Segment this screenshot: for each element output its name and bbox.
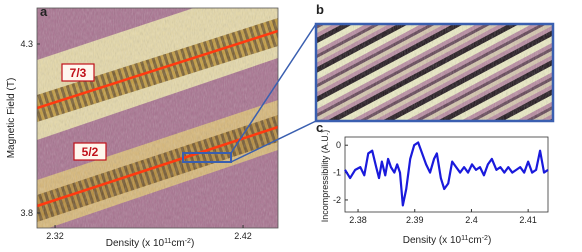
x-tick-label: 2.32 <box>46 231 64 241</box>
panel-label: a <box>40 4 48 19</box>
annotation: 7/3 <box>70 66 87 80</box>
x-axis-label: Density (x 1011cm-2) <box>403 235 492 247</box>
panel-label: b <box>316 2 324 17</box>
x-tick-label: 2.4 <box>465 215 478 225</box>
x-axis-label: Density (x 1011cm-2) <box>106 238 195 250</box>
y-tick-label: 4.3 <box>20 39 33 49</box>
x-tick-label: 2.42 <box>234 231 252 241</box>
x-tick-label: 2.41 <box>519 215 537 225</box>
x-tick-label: 2.39 <box>406 215 424 225</box>
label-part: 11 <box>461 235 468 242</box>
zoom-image <box>316 24 553 121</box>
label-part: Density (x 10 <box>403 235 462 246</box>
x-tick-label: 2.38 <box>349 215 367 225</box>
y-tick-label: 3.8 <box>20 208 33 218</box>
y-tick-label: -2 <box>333 195 341 205</box>
annotation: 5/2 <box>82 145 99 159</box>
y-tick-label: 0 <box>336 140 341 150</box>
label-part: Density (x 10 <box>106 238 165 249</box>
heatmap-image <box>37 8 278 228</box>
label-part: -2 <box>185 238 191 245</box>
y-tick-label: -1 <box>333 168 341 178</box>
data-line <box>344 141 549 207</box>
label-part: 11 <box>164 238 171 245</box>
label-part: -2 <box>482 235 488 242</box>
label-part: cm <box>468 235 481 246</box>
y-axis-label: Magnetic Field (T) <box>6 78 17 159</box>
label-part: ) <box>191 238 194 249</box>
y-axis-label: Incompressibility (A.U.) <box>320 130 330 223</box>
label-part: cm <box>171 238 184 249</box>
panel-label: c <box>316 120 323 135</box>
label-part: ) <box>488 235 491 246</box>
